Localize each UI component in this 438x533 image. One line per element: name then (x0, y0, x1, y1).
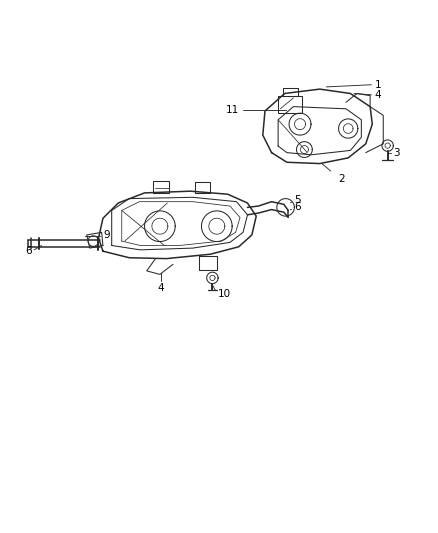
Text: 5: 5 (294, 195, 301, 205)
Text: 3: 3 (393, 149, 400, 158)
Text: 1: 1 (374, 80, 381, 90)
Text: 9: 9 (103, 230, 110, 240)
Text: 6: 6 (25, 246, 32, 256)
Text: 4: 4 (374, 90, 381, 100)
Text: 2: 2 (338, 174, 345, 184)
Text: 4: 4 (158, 283, 165, 293)
Text: 11: 11 (226, 104, 239, 115)
Text: 6: 6 (294, 203, 301, 212)
Text: 10: 10 (218, 289, 231, 298)
